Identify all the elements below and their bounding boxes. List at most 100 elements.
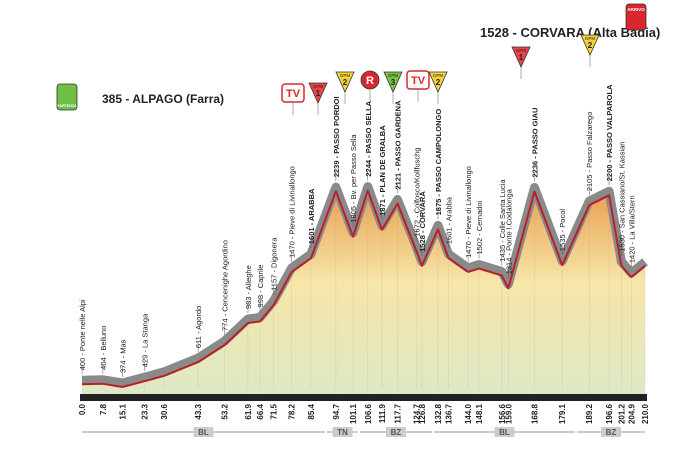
point-label: 611 - Agordo	[194, 306, 203, 348]
profile-area	[82, 190, 645, 394]
km-label: 78.2	[288, 403, 297, 419]
tv-icon	[406, 70, 430, 90]
point-label: 1875 - PASSO CAMPOLONGO	[434, 109, 443, 216]
point-label: 2200 - PASSO VALPAROLA	[605, 84, 614, 181]
km-label: 148.1	[475, 403, 484, 424]
km-label: 126.8	[418, 403, 427, 424]
finish-badge: ARRIVO	[625, 3, 647, 31]
region-box	[386, 427, 406, 437]
km-label: 7.8	[99, 403, 108, 415]
km-label: 66.4	[256, 403, 265, 419]
km-label: 53.2	[221, 403, 230, 419]
point-label: 1470 - Pieve di Livinallongo	[288, 166, 297, 258]
gpm-icon	[580, 34, 600, 56]
point-label: 400 - Ponte nelle Alpi	[78, 299, 87, 370]
r-text: R	[366, 75, 374, 87]
gpm-category: 2	[588, 41, 593, 50]
km-label: 210.0	[641, 403, 650, 424]
badge-text: ARRIVO	[627, 7, 645, 12]
km-label: 85.4	[307, 403, 316, 419]
gpm-label: GPM	[585, 36, 596, 41]
km-label: 132.8	[434, 403, 443, 424]
point-label: 1420 - La Villa/Stern	[627, 195, 636, 263]
gpm-category: 2	[343, 78, 348, 87]
point-label: 1502 - Cernadoi	[475, 200, 484, 254]
km-label: 168.8	[531, 403, 540, 424]
point-label: 1672 - Colfosco/Kollfuschg	[412, 147, 421, 236]
profile-line	[81, 189, 646, 388]
base-bar	[80, 394, 647, 401]
point-label: 404 - Belluno	[99, 326, 108, 370]
gpm-icon	[511, 46, 531, 68]
gpm-category: 3	[391, 78, 396, 87]
km-label: 15.1	[118, 403, 127, 419]
point-label: 1470 - Pieve di Livinallongo	[464, 166, 473, 258]
km-label: 204.9	[627, 403, 636, 424]
gpm-category: 1	[519, 53, 524, 62]
region-box	[332, 427, 353, 437]
gpm-label: GPM	[388, 73, 399, 78]
km-label: 179.1	[558, 403, 567, 424]
region-box	[494, 427, 515, 437]
km-label: 156.6	[498, 403, 507, 424]
km-label: 23.3	[140, 403, 149, 419]
point-label: 429 - La Stanga	[140, 313, 149, 367]
badge-box	[56, 83, 78, 111]
gpm-label: GPM	[313, 84, 324, 89]
gpm-label: GPM	[433, 73, 444, 78]
region-label: BZ	[606, 428, 617, 437]
km-label: 0.0	[78, 403, 87, 415]
point-label: 1314 - Ponte l.Codalonga	[504, 188, 513, 274]
point-label: 2239 - PASSO PORDOI	[332, 96, 341, 177]
km-label: 94.7	[332, 403, 341, 419]
point-label: 2244 - PASSO SELLA	[364, 100, 373, 176]
gpm-icon	[383, 71, 403, 93]
start-badge: PARTENZA	[56, 83, 78, 111]
start-label: 385 - ALPAGO (Farra)	[102, 92, 224, 106]
gpm-category: 2	[436, 78, 441, 87]
region-label: BZ	[391, 428, 402, 437]
tv-text: TV	[411, 75, 426, 87]
point-label: 998 - Caprile	[256, 265, 265, 308]
point-label: 774 - Cencenighe Agordino	[221, 240, 230, 331]
gpm-icon	[308, 82, 328, 104]
km-label: 159.0	[504, 403, 513, 424]
region-label: TN	[337, 428, 348, 437]
km-label: 196.6	[605, 403, 614, 424]
point-label: 2236 - PASSO GIAU	[531, 108, 540, 178]
km-label: 117.7	[394, 403, 403, 423]
point-label: 2105 - Passo Falzarego	[585, 112, 594, 192]
point-label: 2121 - PASSO GARDENA	[394, 100, 403, 190]
gpm-label: GPM	[516, 48, 527, 53]
point-label: 1871 - PLAN DE GRALBA	[378, 125, 387, 216]
km-label: 201.2	[617, 403, 626, 424]
gpm-icon	[335, 71, 355, 93]
point-label: 374 - Mas	[118, 339, 127, 373]
km-label: 43.3	[194, 403, 203, 419]
region-box	[193, 427, 214, 437]
r-icon	[360, 70, 380, 90]
finish-label: 1528 - CORVARA (Alta Badia)	[480, 25, 660, 40]
badge-box	[625, 3, 647, 31]
region-box	[601, 427, 621, 437]
point-label: 983 - Alleghe	[244, 265, 253, 309]
profile-band	[81, 182, 648, 388]
km-label: 61.9	[244, 403, 253, 419]
km-label: 136.7	[444, 403, 453, 424]
point-label: 1601 - ARABBA	[307, 188, 316, 244]
km-label: 71.5	[270, 403, 279, 419]
gpm-label: GPM	[340, 73, 351, 78]
point-label: 1528 - CORVARA	[418, 191, 427, 252]
km-label: 111.9	[378, 403, 387, 423]
point-label: 1601 - Arabba	[444, 196, 453, 244]
tv-icon	[281, 83, 305, 103]
point-label: 1530 - San Cassiano/St. Kassian	[617, 142, 626, 252]
point-label: 1805 - Bv. per Passo Sella	[349, 134, 358, 223]
point-label: 1157 - Digonera	[270, 237, 279, 291]
region-label: BL	[198, 428, 209, 437]
point-label: 1435 - Colle Santa Lucia	[498, 179, 507, 262]
gpm-icon	[428, 71, 448, 93]
km-label: 30.6	[160, 403, 169, 419]
badge-text: PARTENZA	[57, 104, 77, 108]
